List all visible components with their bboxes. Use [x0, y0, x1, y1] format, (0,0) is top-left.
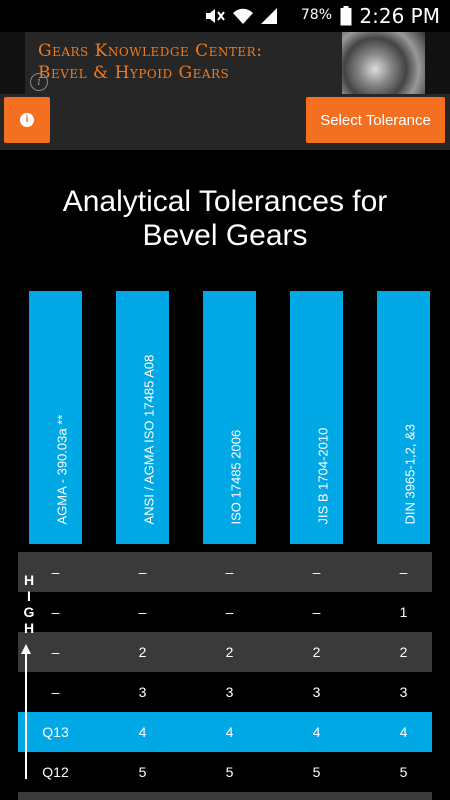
column-header-jis: JIS B 1704-2010 [290, 291, 343, 544]
column-header-agma: AGMA - 390.03a ** [29, 291, 82, 544]
mute-icon [206, 9, 225, 23]
table-cell: – [51, 604, 60, 620]
wifi-icon [233, 8, 253, 24]
table-cell: – [225, 604, 234, 620]
high-label-letter: I [27, 588, 31, 604]
table-cell: 2 [399, 644, 408, 660]
table-cell: – [312, 564, 321, 580]
info-button[interactable]: i [4, 97, 50, 143]
high-label-letter: H [23, 620, 35, 636]
page-title-line1: Analytical Tolerances for [62, 185, 388, 218]
arrow-up-icon [21, 644, 31, 779]
column-header-label: JIS B 1704-2010 [315, 427, 330, 525]
column-header-label: ANSI / AGMA ISO 17485 A08 [141, 354, 156, 525]
table-row: – – – – – [18, 552, 432, 592]
page-title-line2: Bevel Gears [142, 219, 308, 252]
table-cell: Q12 [42, 764, 69, 780]
table-cell: 3 [138, 684, 147, 700]
table-cell: 1 [399, 604, 408, 620]
status-icons [204, 5, 278, 27]
table-row-partial [18, 792, 432, 800]
select-tolerance-button[interactable]: Select Tolerance [306, 97, 445, 143]
table-cell: Q13 [42, 724, 69, 740]
high-label-letter: H [23, 572, 35, 588]
table-row: – 3 3 3 3 [18, 672, 432, 712]
table-cell: 5 [312, 764, 321, 780]
battery-icon [340, 6, 352, 26]
table-cell: 5 [138, 764, 147, 780]
page-title: Analytical Tolerances for Bevel Gears [0, 185, 450, 253]
table-cell: – [399, 564, 408, 580]
ad-info-icon[interactable]: i [30, 73, 48, 91]
table-cell: 4 [225, 724, 234, 740]
clock: 2:26 PM [359, 4, 440, 28]
table-cell: 5 [399, 764, 408, 780]
table-row: – – – – 1 [18, 592, 432, 632]
table-cell: 3 [312, 684, 321, 700]
table-cell: – [51, 684, 60, 700]
table-cell: 3 [399, 684, 408, 700]
table-cell: 3 [225, 684, 234, 700]
table-cell: 5 [225, 764, 234, 780]
table-cell: – [51, 564, 60, 580]
column-header-iso: ISO 17485 2006 [203, 291, 256, 544]
table-cell: 2 [312, 644, 321, 660]
table-cell: – [312, 604, 321, 620]
column-header-din: DIN 3965-1,2, &3 [377, 291, 430, 544]
table-cell: 4 [312, 724, 321, 740]
ad-title-line1[interactable]: Gears Knowledge Center: [38, 41, 263, 61]
table-cell: 4 [399, 724, 408, 740]
ad-gear-image[interactable] [342, 32, 425, 94]
signal-icon [261, 8, 277, 24]
table-row: Q12 5 5 5 5 [18, 752, 432, 792]
ad-title-line2[interactable]: Bevel & Hypoid Gears [38, 63, 230, 83]
table-cell: 2 [225, 644, 234, 660]
table-cell: – [225, 564, 234, 580]
table-row: Q13 4 4 4 4 [18, 712, 432, 752]
table-cell: 2 [138, 644, 147, 660]
info-icon: i [20, 113, 34, 127]
table-cell: – [51, 644, 60, 660]
column-header-ansi-agma-iso: ANSI / AGMA ISO 17485 A08 [116, 291, 169, 544]
column-header-label: ISO 17485 2006 [228, 429, 243, 525]
table-cell: – [138, 564, 147, 580]
battery-percent: 78% [300, 7, 332, 23]
table-row: – 2 2 2 2 [18, 632, 432, 672]
column-header-label: AGMA - 390.03a ** [54, 414, 69, 525]
table-cell: 4 [138, 724, 147, 740]
status-bar: 78% 2:26 PM [0, 0, 450, 32]
column-header-label: DIN 3965-1,2, &3 [402, 424, 417, 525]
high-label-letter: G [23, 604, 35, 620]
table-cell: – [138, 604, 147, 620]
